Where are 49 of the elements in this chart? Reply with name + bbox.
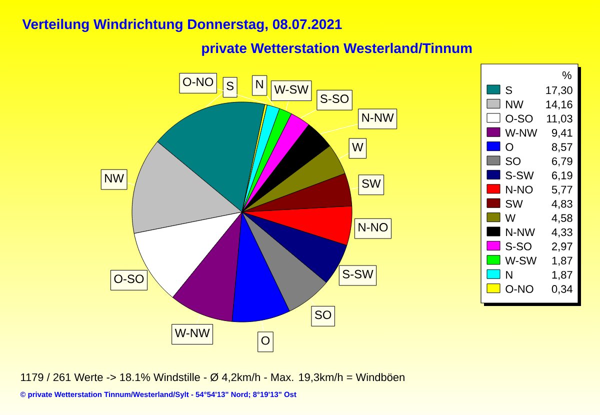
data-label: 0,34: [552, 285, 572, 294]
slice-label: N-NO: [358, 223, 388, 232]
data-label: 4,33: [552, 228, 572, 238]
slice-label: W-SW: [274, 85, 308, 94]
legend-label: N-NW: [506, 228, 535, 236]
data-label: 14,16: [546, 100, 572, 110]
legend-label: NW: [506, 100, 524, 108]
slice-label: N: [256, 80, 263, 88]
legend-title: %: [562, 71, 572, 80]
slice-label: SO: [314, 310, 332, 320]
data-label: 4,58: [552, 214, 572, 224]
slice-label: O-SO: [114, 274, 144, 284]
legend-label: S-SW: [506, 172, 534, 180]
slice-label: S-SO: [320, 94, 349, 103]
slice-label: SW: [362, 179, 381, 188]
slice-label: S-SW: [342, 270, 374, 278]
data-label: 1,87: [552, 270, 572, 280]
legend-label: O-SO: [506, 114, 533, 123]
slice-label: W-NW: [174, 328, 210, 338]
data-label: 5,77: [552, 186, 572, 195]
data-label: 6,79: [552, 157, 572, 166]
data-label: 4,83: [552, 200, 572, 210]
legend-label: N-NO: [506, 186, 533, 194]
data-label: 2,97: [552, 242, 572, 252]
slice-label: S: [226, 82, 234, 90]
data-label: 8,57: [552, 143, 572, 152]
legend-label: W-NW: [505, 129, 538, 137]
legend-label: SW: [506, 200, 523, 208]
data-label: 6,19: [552, 172, 572, 181]
slice-label: NW: [105, 174, 124, 182]
legend-label: W: [505, 214, 516, 222]
data-label: 9,41: [552, 128, 572, 138]
slice-label: N-NW: [362, 114, 394, 122]
chart-title: Verteilung Windrichtung Donnerstag, 08.07.2021: [22, 18, 342, 32]
data-label: 1,87: [552, 256, 572, 266]
text: 1179 / 261 Werte -> 18.1% Windstille - Ø 4,2km/h - Max. 19,3km/h = Windböen: [21, 373, 404, 382]
slice-label: W: [352, 142, 364, 152]
legend-label: S: [506, 86, 512, 94]
slice-label: O-NO: [183, 78, 214, 86]
chart-subtitle: private Wetterstation Westerland/Tinnum: [202, 42, 472, 56]
legend-label: O: [506, 143, 514, 151]
legend-label: SO: [506, 157, 521, 166]
legend-label: O-NO: [506, 285, 534, 293]
slice-label: O: [261, 336, 270, 345]
data-label: 17,30: [546, 86, 572, 96]
legend-label: N: [506, 271, 512, 279]
data-label: 11,03: [547, 114, 572, 124]
legend-label: S-SO: [506, 242, 532, 250]
legend-label: W-SW: [505, 256, 537, 265]
